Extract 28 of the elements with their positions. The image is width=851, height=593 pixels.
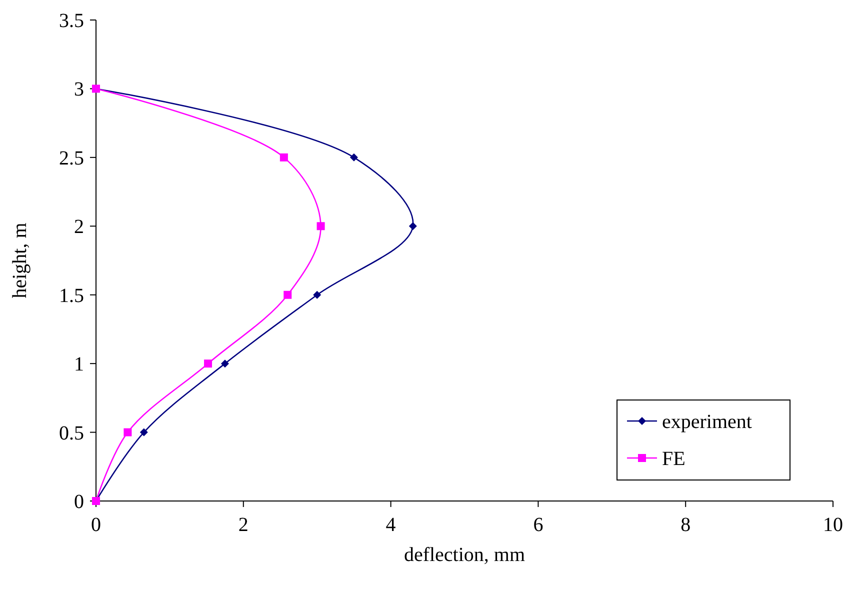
x-tick-label: 2 [238,514,248,536]
y-tick-label: 2.5 [59,147,84,170]
y-tick-label: 2 [74,216,84,238]
x-tick-label: 0 [91,514,101,536]
y-tick-label: 1 [74,354,84,376]
y-tick-label: 0 [74,491,84,513]
x-axis-title: deflection, mm [404,544,526,566]
y-tick-label: 3.5 [59,10,84,32]
point [350,153,358,162]
point [284,290,292,299]
point [313,290,322,299]
point [124,428,132,436]
y-tick-label: 0.5 [59,422,84,444]
y-axis-title: height, m [9,222,31,298]
x-tick-label: 6 [533,514,544,536]
point [140,428,148,436]
point [220,360,229,368]
x-tick-label: 4 [386,514,396,536]
point [280,153,288,162]
point [204,360,212,368]
y-tick-label: 1.5 [59,284,84,307]
x-tick-label: 8 [680,514,691,536]
x-tick-label: 10 [823,514,843,536]
legend-label: FE [662,448,686,470]
point [316,222,325,230]
y-tick-label: 3 [74,78,84,101]
legend-label: experiment [662,411,752,433]
point [408,222,417,230]
